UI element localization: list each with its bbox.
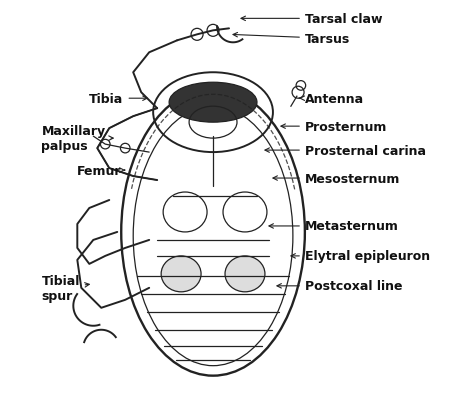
Text: Tarsal claw: Tarsal claw [241, 13, 383, 26]
Text: Tibia: Tibia [89, 93, 147, 105]
Ellipse shape [225, 256, 265, 292]
Text: Prosternal carina: Prosternal carina [265, 144, 426, 157]
Ellipse shape [161, 256, 201, 292]
Text: Femur: Femur [77, 164, 125, 177]
Ellipse shape [169, 83, 257, 123]
Text: Postcoxal line: Postcoxal line [277, 279, 402, 293]
Text: Antenna: Antenna [299, 93, 364, 105]
Text: Tarsus: Tarsus [233, 33, 350, 46]
Text: Prosternum: Prosternum [281, 120, 387, 133]
Text: Tibial
spur: Tibial spur [41, 274, 89, 302]
Text: Metasternum: Metasternum [269, 220, 399, 233]
Text: Maxillary
palpus: Maxillary palpus [41, 125, 113, 153]
Text: Mesosternum: Mesosternum [273, 172, 400, 185]
Text: Elytral epipleuron: Elytral epipleuron [291, 250, 430, 263]
